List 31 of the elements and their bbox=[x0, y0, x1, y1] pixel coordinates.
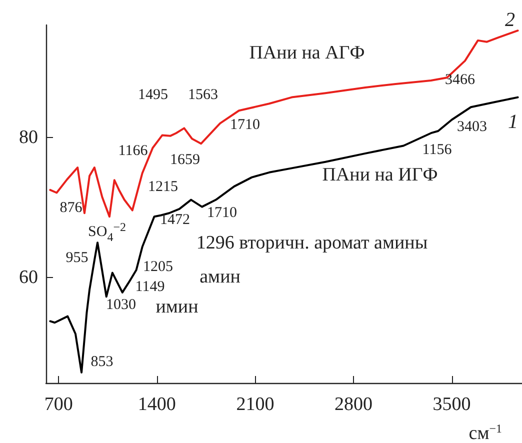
x-tick-label: 2100 bbox=[236, 394, 274, 415]
x-tick-label: 3500 bbox=[432, 394, 471, 415]
annotation: ПАни на АГФ bbox=[249, 42, 365, 64]
annotation: 2 bbox=[505, 9, 515, 31]
annotation: 1205 bbox=[143, 259, 173, 275]
annotation: 1659 bbox=[170, 152, 200, 168]
annotation: 3403 bbox=[457, 119, 487, 135]
annotation: 1296 вторичн. аромат амины bbox=[196, 232, 428, 254]
annotation: 1030 bbox=[106, 297, 136, 313]
annotation: 1215 bbox=[148, 179, 178, 195]
annotation: ПАни на ИГФ bbox=[322, 164, 438, 186]
annotation: 1149 bbox=[135, 279, 165, 295]
annotation: имин bbox=[156, 296, 198, 318]
annotation: 3466 bbox=[445, 72, 476, 88]
annotation: 853 bbox=[90, 354, 114, 370]
annotation: 1710 bbox=[207, 205, 237, 221]
y-tick-label: 60 bbox=[19, 267, 38, 288]
annotation: 1472 bbox=[160, 212, 190, 228]
annotation: амин bbox=[200, 266, 240, 288]
annotation: 1 bbox=[508, 111, 518, 133]
annotation: 1563 bbox=[188, 87, 218, 103]
annotation: 876 bbox=[60, 200, 83, 216]
annotation: 1710 bbox=[230, 117, 260, 133]
annotation: 1495 bbox=[138, 87, 168, 103]
x-tick-label: 2800 bbox=[334, 394, 373, 415]
y-tick-label: 80 bbox=[19, 126, 38, 148]
x-tick-label: 700 bbox=[44, 394, 73, 415]
annotation: 1156 bbox=[422, 142, 452, 158]
annotation: 1166 bbox=[118, 143, 148, 159]
annotation: 955 bbox=[66, 250, 88, 266]
x-tick-label: 1400 bbox=[138, 394, 176, 415]
